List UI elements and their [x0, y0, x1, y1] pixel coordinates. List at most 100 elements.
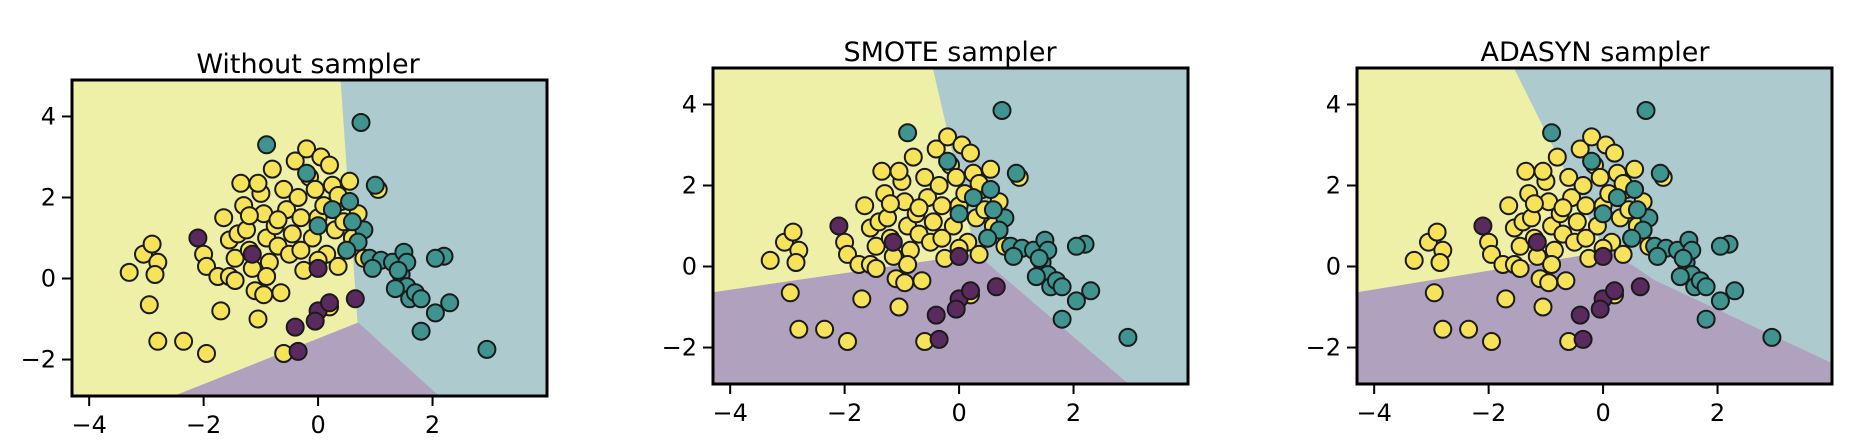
data-point-teal [411, 289, 431, 309]
data-point-purple [1473, 216, 1493, 236]
data-point-purple [288, 341, 308, 361]
data-point-teal [363, 258, 382, 278]
data-point-yellow [866, 236, 886, 256]
data-point-yellow [1539, 273, 1559, 293]
x-tick-label: 2 [1710, 399, 1725, 427]
data-point-purple [929, 329, 949, 349]
data-point-yellow [239, 206, 259, 226]
data-point-teal [308, 216, 328, 236]
data-point-yellow [981, 159, 1001, 179]
data-point-yellow [961, 143, 980, 163]
data-point-teal [938, 151, 958, 171]
data-point-teal [1006, 163, 1026, 183]
x-tick-label: 0 [310, 411, 325, 439]
y-tick-label: 2 [682, 171, 697, 199]
y-tick-label: −2 [662, 334, 697, 362]
data-point-teal [1542, 123, 1562, 143]
x-tick-label: −2 [1471, 399, 1506, 427]
data-point-yellow [1542, 255, 1562, 274]
data-point-yellow [855, 196, 875, 216]
y-tick-label: 4 [1326, 90, 1341, 118]
axes-frame [70, 78, 549, 398]
data-point-teal [1650, 163, 1670, 183]
data-point-teal [322, 200, 342, 220]
subplot-title: Without sampler [196, 49, 420, 80]
data-point-yellow [262, 159, 282, 179]
data-point-teal [1029, 248, 1049, 268]
data-point-yellow [1582, 127, 1602, 147]
data-point-yellow [1567, 212, 1587, 232]
data-point-teal [1004, 246, 1023, 266]
data-point-yellow [1559, 167, 1579, 187]
data-point-yellow [789, 319, 809, 339]
x-tick-label: 0 [1595, 399, 1610, 427]
data-point-yellow [1430, 253, 1450, 272]
data-point-yellow [1576, 228, 1596, 248]
data-point-teal [297, 163, 317, 183]
x-tick-label: −2 [827, 399, 862, 427]
data-point-teal [1118, 327, 1138, 347]
data-point-yellow [926, 139, 946, 159]
data-point-purple [1570, 305, 1590, 325]
data-point-yellow [815, 319, 835, 339]
data-point-yellow [889, 161, 909, 181]
plot-area [1357, 68, 1832, 384]
data-point-purple [188, 228, 208, 248]
data-point-teal [1582, 151, 1602, 171]
data-point-teal [1081, 281, 1101, 301]
data-point-teal [1696, 309, 1716, 329]
data-point-yellow [340, 171, 360, 191]
x-tick-label: 2 [425, 411, 440, 439]
data-point-yellow [268, 210, 288, 230]
x-tick-label: 0 [951, 399, 966, 427]
subplot-title: ADASYN sampler [1481, 37, 1711, 68]
data-point-yellow [1516, 161, 1536, 181]
data-point-purple [1593, 246, 1613, 266]
data-point-yellow [1499, 196, 1519, 216]
data-point-yellow [291, 240, 311, 260]
y-tick-label: 2 [41, 183, 56, 211]
data-point-yellow [912, 271, 932, 291]
data-point-yellow [838, 332, 857, 351]
data-point-teal [477, 339, 497, 359]
data-point-teal [1762, 327, 1782, 347]
data-point-yellow [1625, 159, 1645, 179]
data-point-yellow [1553, 198, 1573, 218]
data-point-yellow [946, 167, 966, 187]
data-point-teal [351, 113, 371, 132]
data-point-yellow [211, 301, 231, 321]
data-point-teal [425, 303, 445, 323]
data-point-yellow [1510, 236, 1530, 256]
data-point-yellow [1570, 139, 1590, 159]
x-tick-label: −4 [1356, 399, 1391, 427]
data-point-yellow [231, 173, 251, 193]
data-point-purple [320, 293, 339, 313]
data-point-teal [1052, 277, 1072, 297]
data-point-yellow [872, 161, 892, 181]
data-point-teal [963, 188, 983, 208]
data-point-yellow [915, 167, 935, 187]
decision-region-purple [174, 322, 440, 396]
data-point-yellow [1424, 283, 1444, 303]
data-point-yellow [1482, 332, 1501, 351]
data-point-teal [1066, 291, 1086, 311]
data-point-yellow [1547, 147, 1567, 167]
data-point-yellow [1576, 196, 1596, 216]
data-point-yellow [254, 285, 274, 305]
data-point-yellow [1605, 143, 1624, 163]
y-tick-label: 0 [1326, 253, 1341, 281]
data-point-yellow [145, 265, 165, 284]
data-point-teal [1636, 101, 1656, 120]
data-point-yellow [923, 212, 943, 232]
data-point-teal [342, 212, 362, 232]
data-point-yellow [760, 250, 780, 270]
data-point-yellow [148, 331, 168, 351]
data-point-purple [305, 311, 325, 331]
data-point-teal [1670, 267, 1690, 287]
y-tick-label: 2 [1326, 171, 1341, 199]
data-point-yellow [866, 259, 886, 278]
data-point-teal [898, 123, 918, 143]
data-point-yellow [895, 273, 915, 293]
data-point-yellow [1533, 161, 1553, 181]
data-point-yellow [938, 127, 958, 147]
